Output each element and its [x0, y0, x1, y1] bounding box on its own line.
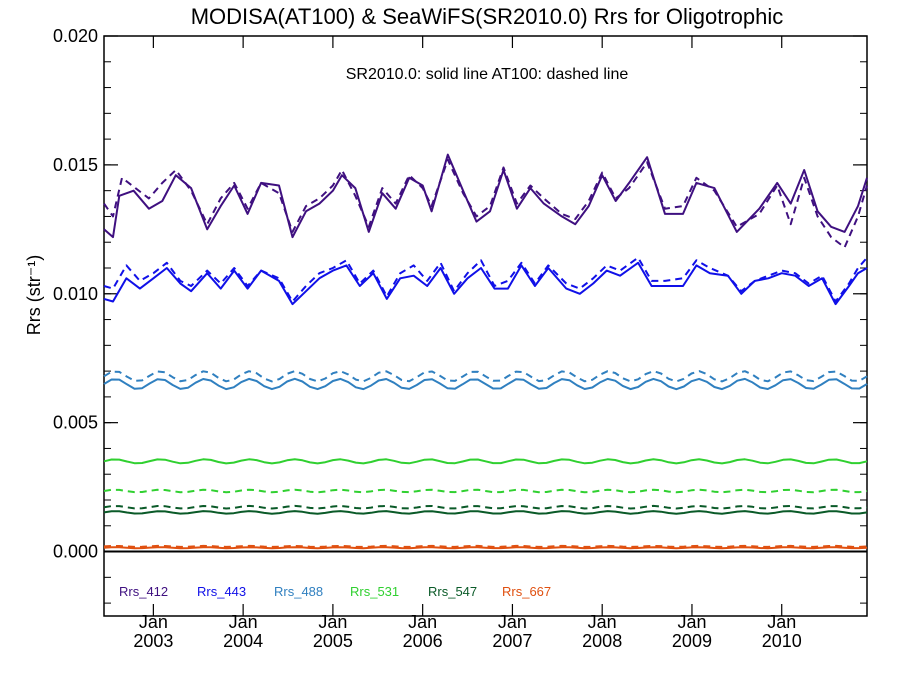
- legend-item: Rrs_443: [197, 584, 246, 599]
- y-tick-label: 0.010: [53, 284, 98, 304]
- x-tick-month: Jan: [139, 612, 168, 632]
- x-tick-year: 2003: [133, 631, 173, 651]
- series-line-488-dashed: [103, 370, 868, 383]
- series-line-412-solid: [103, 153, 868, 239]
- x-tick-year: 2005: [313, 631, 353, 651]
- series-line-667-dashed: [103, 544, 868, 548]
- series-line-443-dashed: [103, 256, 868, 303]
- line-style-note: SR2010.0: solid line AT100: dashed line: [346, 66, 629, 83]
- series-line-531-solid: [103, 458, 868, 465]
- x-tick-month: Jan: [318, 612, 347, 632]
- y-axis-label: Rrs (str⁻¹): [24, 255, 44, 335]
- chart-title: MODISA(AT100) & SeaWiFS(SR2010.0) Rrs fo…: [191, 4, 784, 29]
- x-tick-year: 2010: [762, 631, 802, 651]
- series-line-547-dashed: [103, 504, 868, 510]
- series-line-547-solid: [103, 510, 868, 515]
- chart-marks: 0.0000.0050.0100.0150.020Jan2003Jan2004J…: [53, 26, 868, 651]
- x-tick-year: 2008: [582, 631, 622, 651]
- x-tick-month: Jan: [767, 612, 796, 632]
- x-tick-year: 2006: [403, 631, 443, 651]
- legend-item: Rrs_531: [350, 584, 399, 599]
- series-line-531-dashed: [103, 488, 868, 494]
- y-tick-label: 0.020: [53, 26, 98, 46]
- x-tick-month: Jan: [588, 612, 617, 632]
- plot-area: [103, 35, 868, 617]
- legend-item: Rrs_667: [502, 584, 551, 599]
- x-tick-year: 2009: [672, 631, 712, 651]
- y-tick-label: 0.005: [53, 413, 98, 433]
- x-tick-month: Jan: [498, 612, 527, 632]
- legend-item: Rrs_488: [274, 584, 323, 599]
- series-line-488-solid: [103, 377, 868, 391]
- series-line-412-dashed: [103, 158, 868, 249]
- legend-item: Rrs_412: [119, 584, 168, 599]
- x-tick-year: 2004: [223, 631, 263, 651]
- series-line-667-solid: [103, 546, 868, 550]
- y-tick-label: 0.015: [53, 155, 98, 175]
- x-tick-year: 2007: [492, 631, 532, 651]
- x-tick-month: Jan: [229, 612, 258, 632]
- y-tick-label: 0.000: [53, 542, 98, 562]
- x-tick-month: Jan: [677, 612, 706, 632]
- x-tick-month: Jan: [408, 612, 437, 632]
- legend: Rrs_412 Rrs_443 Rrs_488 Rrs_531 Rrs_547 Rrs_6…: [119, 584, 551, 599]
- legend-item: Rrs_547: [428, 584, 477, 599]
